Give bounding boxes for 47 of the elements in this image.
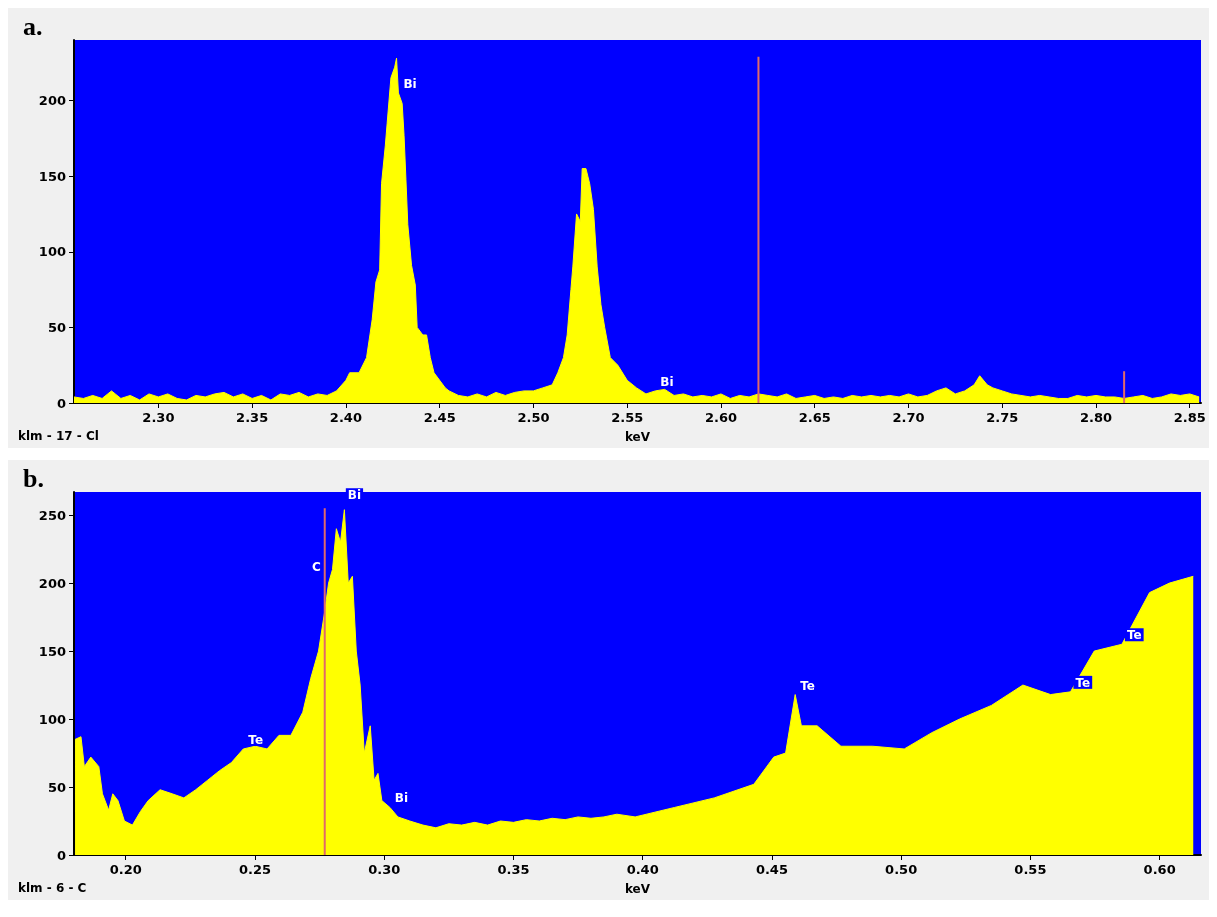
x-tick-label: 0.20 [109, 862, 142, 877]
y-tick-label: 150 [38, 168, 66, 184]
x-tick-label: 2.40 [329, 410, 362, 425]
y-tick-label: 100 [38, 244, 66, 260]
chart-title: b. [23, 463, 44, 493]
x-tick-label: 0.30 [368, 862, 401, 877]
x-tick-label: 2.30 [142, 410, 175, 425]
x-tick-label: 2.60 [704, 410, 737, 425]
x-tick-label: 2.70 [892, 410, 925, 425]
annotation: C [311, 560, 321, 575]
y-tick-label: 0 [56, 847, 66, 863]
x-tick-label: 2.35 [236, 410, 269, 425]
chart-title: a. [23, 11, 43, 41]
x-tick-label: 0.40 [626, 862, 659, 877]
text: klm - 6 - C [18, 881, 87, 895]
y-tick-label: 50 [47, 779, 66, 795]
y-tick-label: 50 [47, 319, 66, 335]
annotation: Bi [394, 791, 409, 806]
x-tick-label: 2.55 [611, 410, 644, 425]
y-tick-label: 100 [38, 711, 66, 727]
annotation: Te [1075, 675, 1091, 690]
x-tick-label: 2.75 [986, 410, 1019, 425]
annotation: Te [800, 678, 815, 693]
y-tick-label: 200 [38, 575, 66, 591]
annotation: Te [248, 732, 264, 747]
x-tick-label: 2.85 [1173, 410, 1206, 425]
annotation: Bi [660, 374, 674, 389]
y-tick-label: 250 [38, 507, 66, 523]
y-tick-label: 200 [38, 93, 66, 108]
y-tick-label: 150 [38, 643, 66, 659]
text: klm - 17 - Cl [18, 429, 99, 443]
x-axis-title: keV [624, 430, 651, 444]
y-tick-label: 0 [56, 395, 66, 411]
x-tick-label: 0.45 [755, 862, 788, 877]
x-tick-label: 0.35 [497, 862, 530, 877]
x-tick-label: 2.80 [1079, 410, 1113, 425]
x-axis-title: keV [624, 882, 651, 896]
annotation: Te [1126, 628, 1142, 643]
annotation: Bi [347, 488, 362, 503]
x-tick-label: 2.65 [798, 410, 831, 425]
x-tick-label: 0.60 [1143, 862, 1176, 877]
x-tick-label: 2.50 [517, 410, 550, 425]
annotation: Bi [403, 76, 417, 91]
x-tick-label: 0.55 [1014, 862, 1047, 877]
x-tick-label: 0.50 [885, 862, 918, 877]
x-tick-label: 0.25 [238, 862, 271, 877]
x-tick-label: 2.45 [423, 410, 456, 425]
